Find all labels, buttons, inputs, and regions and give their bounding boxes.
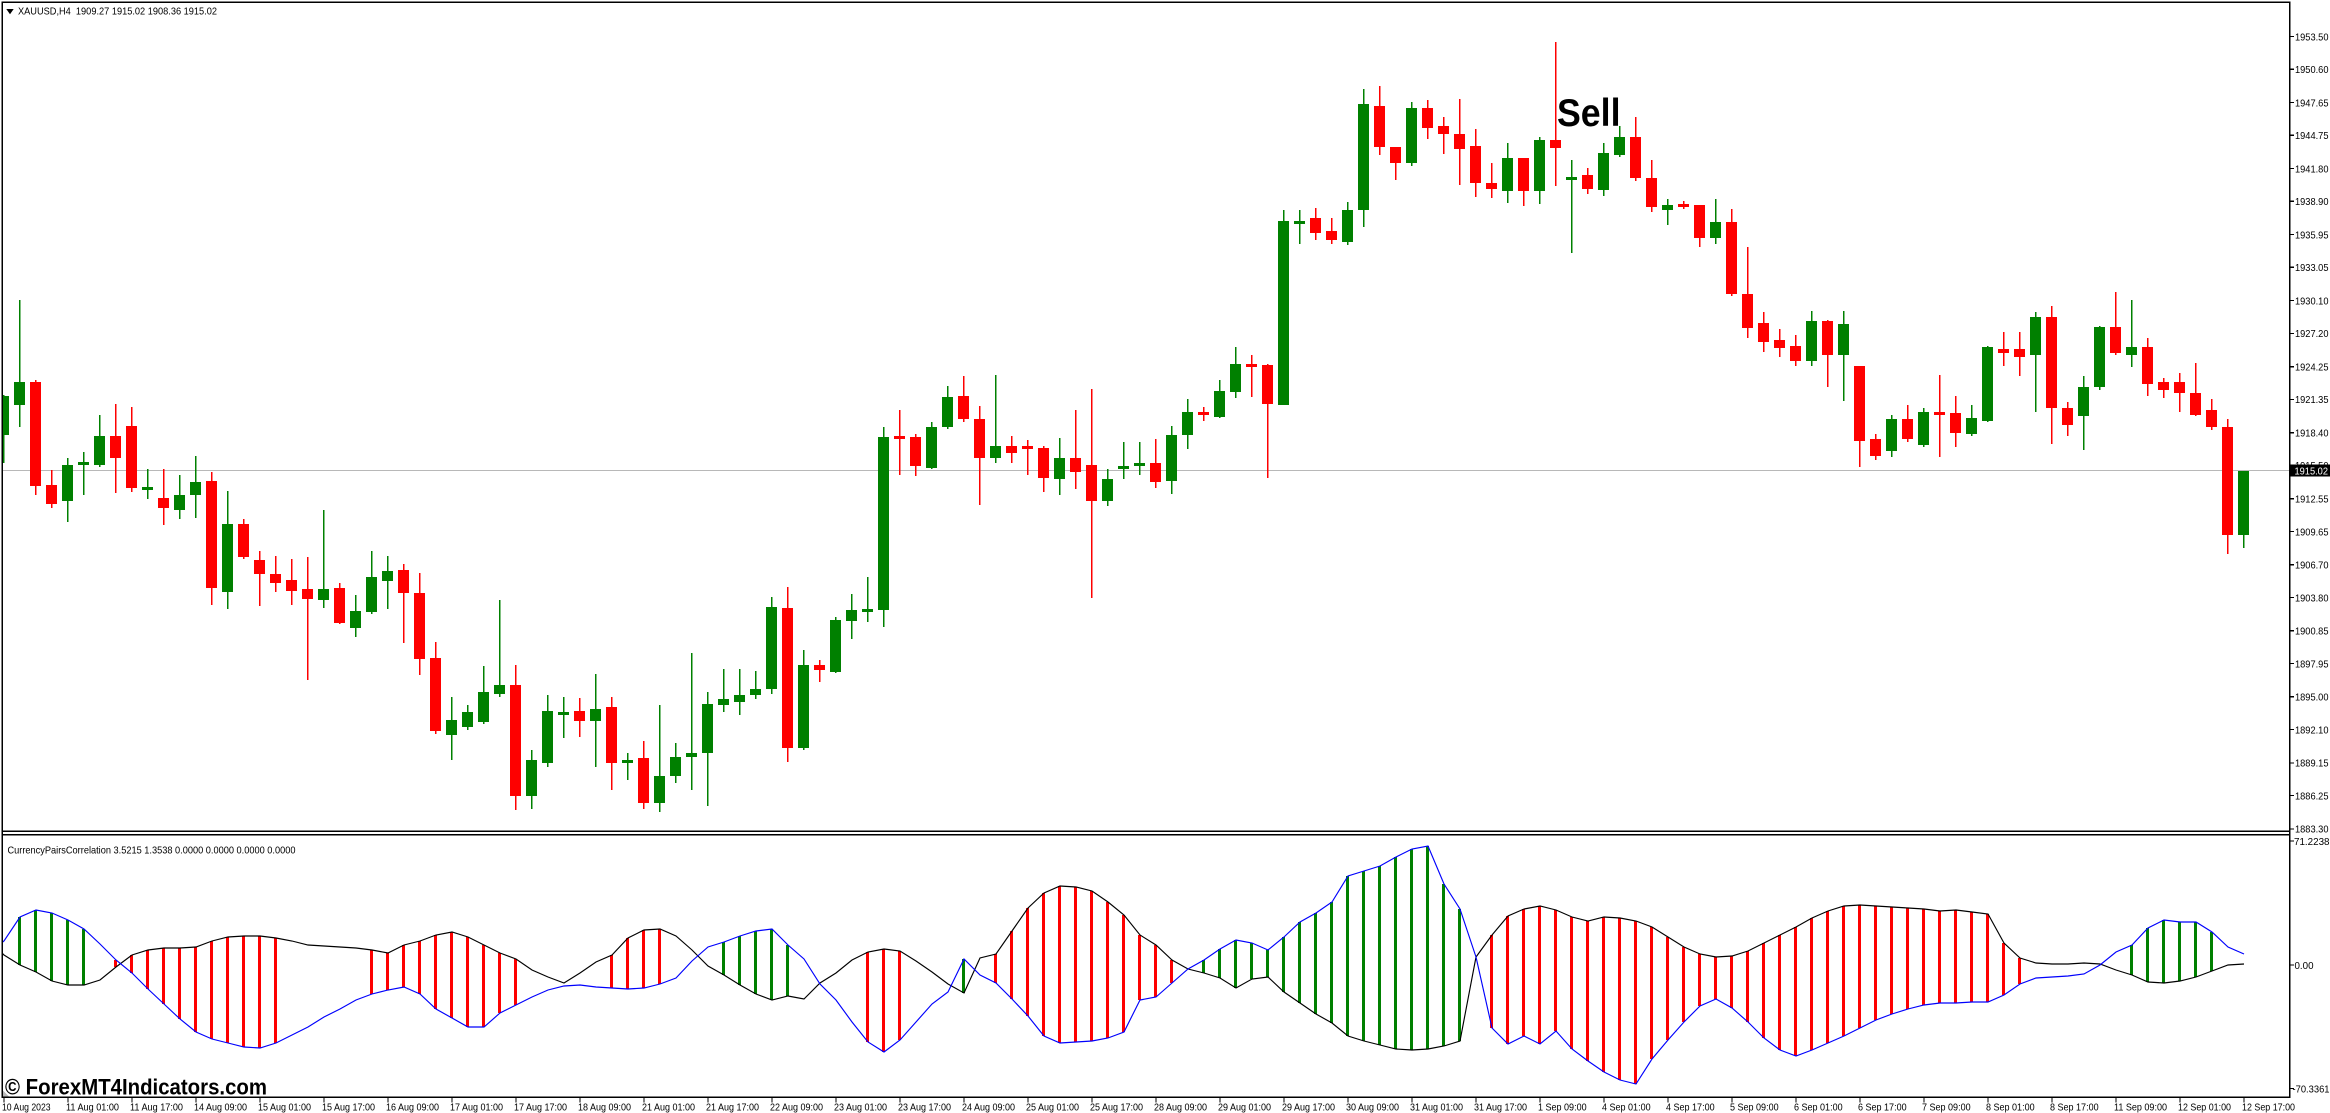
svg-text:16 Aug 09:00: 16 Aug 09:00 xyxy=(386,1101,439,1113)
svg-text:1912.55: 1912.55 xyxy=(2295,494,2329,506)
svg-text:1941.80: 1941.80 xyxy=(2295,163,2329,175)
svg-text:1900.85: 1900.85 xyxy=(2295,626,2329,638)
svg-text:29 Aug 17:00: 29 Aug 17:00 xyxy=(1282,1101,1335,1113)
svg-text:21 Aug 01:00: 21 Aug 01:00 xyxy=(642,1101,695,1113)
svg-text:14 Aug 09:00: 14 Aug 09:00 xyxy=(194,1101,247,1113)
svg-text:-70.3361: -70.3361 xyxy=(2293,1083,2330,1095)
svg-text:7 Sep 09:00: 7 Sep 09:00 xyxy=(1922,1101,1971,1113)
svg-text:1938.90: 1938.90 xyxy=(2295,196,2329,208)
svg-text:4 Sep 01:00: 4 Sep 01:00 xyxy=(1602,1101,1651,1113)
svg-text:17 Aug 17:00: 17 Aug 17:00 xyxy=(514,1101,567,1113)
svg-text:6 Sep 17:00: 6 Sep 17:00 xyxy=(1858,1101,1907,1113)
svg-text:Sell: Sell xyxy=(1557,92,1621,135)
svg-text:12 Sep 17:00: 12 Sep 17:00 xyxy=(2242,1101,2295,1113)
svg-text:15 Aug 17:00: 15 Aug 17:00 xyxy=(322,1101,375,1113)
svg-text:1909.65: 1909.65 xyxy=(2295,526,2329,538)
svg-text:21 Aug 17:00: 21 Aug 17:00 xyxy=(706,1101,759,1113)
svg-text:29 Aug 01:00: 29 Aug 01:00 xyxy=(1218,1101,1271,1113)
svg-text:1930.10: 1930.10 xyxy=(2295,295,2329,307)
svg-text:4 Sep 17:00: 4 Sep 17:00 xyxy=(1666,1101,1715,1113)
svg-text:1944.75: 1944.75 xyxy=(2295,130,2329,142)
svg-text:XAUUSD,H4 1909.27 1915.02 190: XAUUSD,H4 1909.27 1915.02 1908.36 1915.0… xyxy=(18,6,217,18)
svg-text:5 Sep 09:00: 5 Sep 09:00 xyxy=(1730,1101,1779,1113)
svg-text:15 Aug 01:00: 15 Aug 01:00 xyxy=(258,1101,311,1113)
svg-text:1915.02: 1915.02 xyxy=(2295,465,2329,477)
svg-text:1915.50: 1915.50 xyxy=(2295,460,2329,472)
svg-text:1921.35: 1921.35 xyxy=(2295,394,2329,406)
svg-text:12 Sep 01:00: 12 Sep 01:00 xyxy=(2178,1101,2231,1113)
svg-text:18 Aug 09:00: 18 Aug 09:00 xyxy=(578,1101,631,1113)
svg-text:1886.25: 1886.25 xyxy=(2295,790,2329,802)
svg-text:10 Aug 2023: 10 Aug 2023 xyxy=(2,1101,51,1113)
svg-text:11 Aug 17:00: 11 Aug 17:00 xyxy=(130,1101,183,1113)
svg-text:1903.80: 1903.80 xyxy=(2295,592,2329,604)
svg-text:1933.05: 1933.05 xyxy=(2295,262,2329,274)
svg-text:23 Aug 01:00: 23 Aug 01:00 xyxy=(834,1101,887,1113)
svg-text:25 Aug 01:00: 25 Aug 01:00 xyxy=(1026,1101,1079,1113)
svg-text:CurrencyPairsCorrelation 3.521: CurrencyPairsCorrelation 3.5215 1.3538 0… xyxy=(8,845,296,857)
svg-text:25 Aug 17:00: 25 Aug 17:00 xyxy=(1090,1101,1143,1113)
svg-text:31 Aug 01:00: 31 Aug 01:00 xyxy=(1410,1101,1463,1113)
svg-text:30 Aug 09:00: 30 Aug 09:00 xyxy=(1346,1101,1399,1113)
svg-text:1918.40: 1918.40 xyxy=(2295,428,2329,440)
svg-text:© ForexMT4Indicators.com: © ForexMT4Indicators.com xyxy=(5,1075,267,1100)
svg-text:0.00: 0.00 xyxy=(2295,960,2314,972)
svg-text:1895.00: 1895.00 xyxy=(2295,692,2329,704)
svg-text:22 Aug 09:00: 22 Aug 09:00 xyxy=(770,1101,823,1113)
svg-text:6 Sep 01:00: 6 Sep 01:00 xyxy=(1794,1101,1843,1113)
svg-text:28 Aug 09:00: 28 Aug 09:00 xyxy=(1154,1101,1207,1113)
svg-text:1950.60: 1950.60 xyxy=(2295,64,2329,76)
svg-text:23 Aug 17:00: 23 Aug 17:00 xyxy=(898,1101,951,1113)
svg-text:1947.65: 1947.65 xyxy=(2295,97,2329,109)
svg-text:1927.20: 1927.20 xyxy=(2295,328,2329,340)
svg-text:1883.30: 1883.30 xyxy=(2295,824,2329,836)
svg-text:11 Aug 01:00: 11 Aug 01:00 xyxy=(66,1101,119,1113)
svg-text:1953.50: 1953.50 xyxy=(2295,31,2329,43)
svg-text:11 Sep 09:00: 11 Sep 09:00 xyxy=(2114,1101,2167,1113)
svg-text:1892.10: 1892.10 xyxy=(2295,724,2329,736)
svg-text:8 Sep 01:00: 8 Sep 01:00 xyxy=(1986,1101,2035,1113)
svg-text:1906.70: 1906.70 xyxy=(2295,560,2329,572)
svg-text:1 Sep 09:00: 1 Sep 09:00 xyxy=(1538,1101,1587,1113)
svg-text:31 Aug 17:00: 31 Aug 17:00 xyxy=(1474,1101,1527,1113)
svg-text:8 Sep 17:00: 8 Sep 17:00 xyxy=(2050,1101,2099,1113)
svg-text:17 Aug 01:00: 17 Aug 01:00 xyxy=(450,1101,503,1113)
svg-text:1924.25: 1924.25 xyxy=(2295,362,2329,374)
svg-text:1935.95: 1935.95 xyxy=(2295,229,2329,241)
svg-text:71.2238: 71.2238 xyxy=(2294,836,2330,848)
svg-text:1889.15: 1889.15 xyxy=(2295,758,2329,770)
svg-text:24 Aug 09:00: 24 Aug 09:00 xyxy=(962,1101,1015,1113)
svg-text:1897.95: 1897.95 xyxy=(2295,658,2329,670)
